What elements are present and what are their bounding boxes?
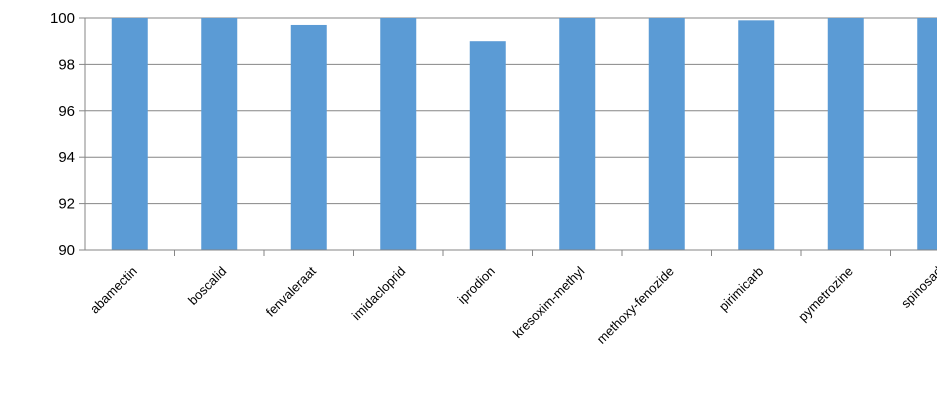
y-tick-label: 96 <box>58 103 75 120</box>
axes <box>79 17 937 256</box>
category-label: iprodion <box>455 264 498 307</box>
bar <box>201 18 238 250</box>
category-label: boscalid <box>185 264 229 308</box>
category-label: spinosad <box>898 264 937 311</box>
category-labels: abamectin boscalid fenvaleraat imidacloprid… <box>87 263 937 346</box>
bar <box>738 20 775 250</box>
y-tick-label: 94 <box>58 149 75 166</box>
category-label: abamectin <box>87 264 140 317</box>
y-tick-label: 92 <box>58 196 75 213</box>
category-label: pymetrozine <box>795 264 856 325</box>
category-label: kresoxim-methyl <box>510 263 588 341</box>
bar <box>827 18 864 250</box>
category-label: methoxy-fenozide <box>594 264 677 347</box>
y-tick-label: 98 <box>58 56 75 73</box>
bar <box>111 18 148 250</box>
bar <box>559 18 596 250</box>
y-tick-labels: 90 92 94 96 98 100 <box>50 10 75 259</box>
bar <box>648 18 685 250</box>
category-label: pirimicarb <box>716 264 766 314</box>
y-tick-label: 100 <box>50 10 75 27</box>
bar <box>290 24 327 251</box>
y-tick-label: 90 <box>58 242 75 259</box>
bar <box>469 41 506 251</box>
category-label: fenvaleraat <box>263 263 319 319</box>
category-label: imidacloprid <box>349 264 409 324</box>
bar <box>380 18 417 250</box>
bars <box>111 18 937 251</box>
bar <box>917 18 937 250</box>
